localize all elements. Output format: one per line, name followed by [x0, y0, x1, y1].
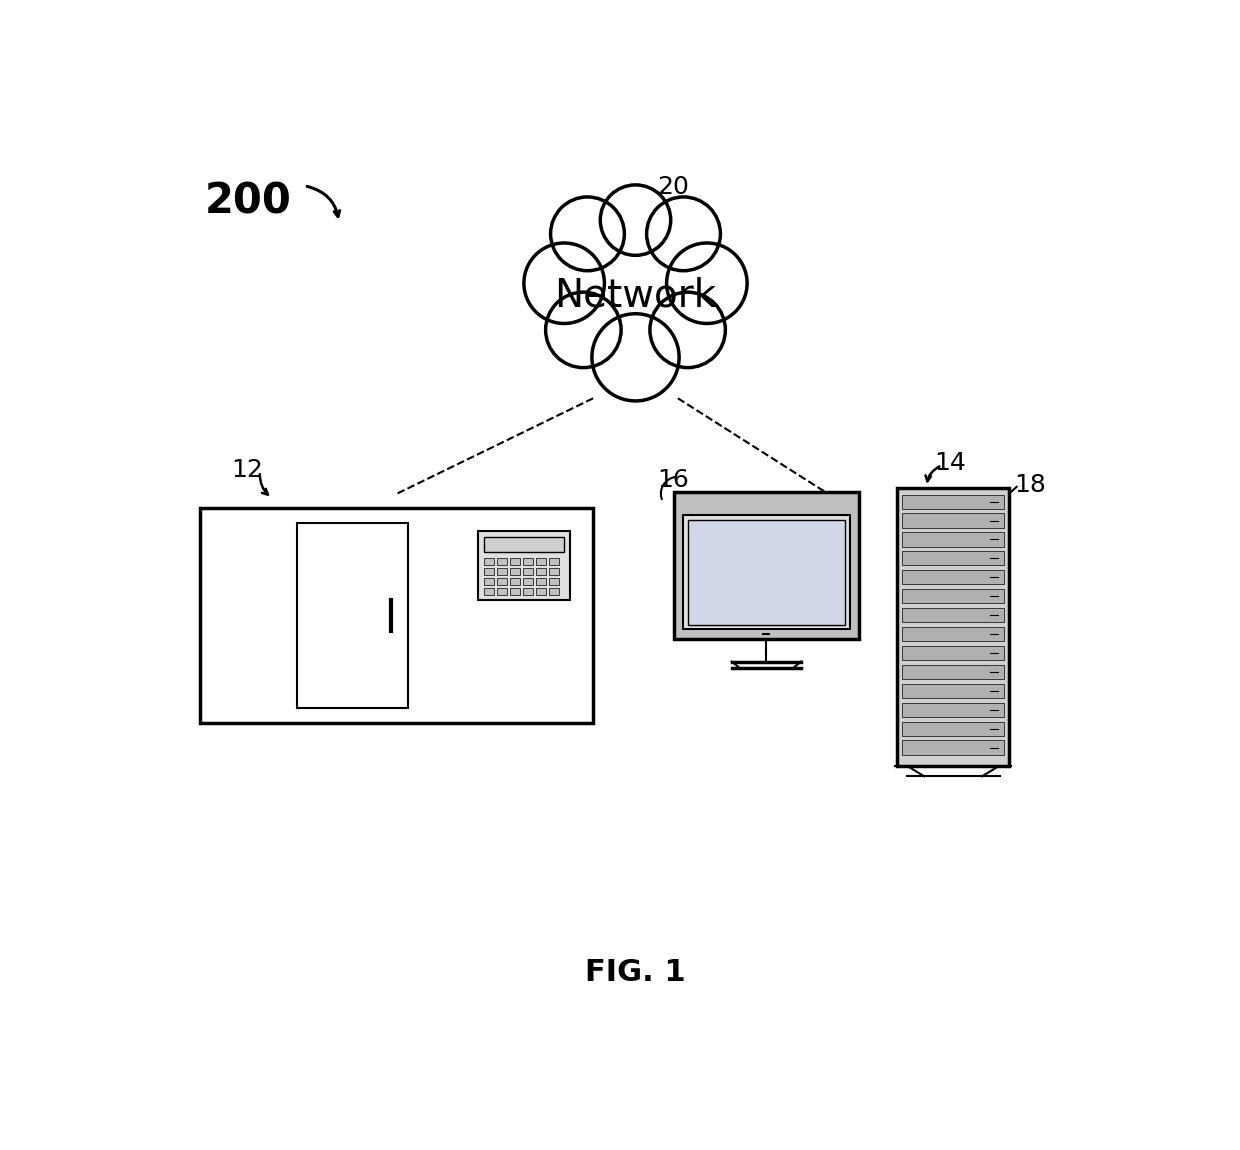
Bar [484, 568, 494, 575]
Bar [901, 513, 1004, 528]
Bar [497, 588, 507, 595]
Bar [901, 608, 1004, 622]
Bar [901, 721, 1004, 736]
Text: 200: 200 [205, 181, 291, 222]
Bar [901, 494, 1004, 508]
Bar [901, 703, 1004, 716]
Bar [523, 577, 533, 584]
Circle shape [600, 185, 671, 255]
Bar [510, 577, 520, 584]
Bar [536, 558, 546, 565]
Circle shape [650, 292, 725, 368]
Text: 12: 12 [231, 458, 263, 482]
Circle shape [591, 314, 680, 401]
Bar [901, 646, 1004, 660]
Text: 20: 20 [657, 175, 689, 199]
Bar [901, 570, 1004, 584]
Bar [510, 588, 520, 595]
Text: Network: Network [554, 277, 717, 315]
Bar [497, 577, 507, 584]
Bar [675, 492, 859, 638]
Bar [484, 558, 494, 565]
Bar [497, 558, 507, 565]
Bar [683, 515, 849, 629]
Bar [484, 537, 564, 552]
Circle shape [567, 231, 704, 368]
Bar [510, 568, 520, 575]
Bar [901, 684, 1004, 698]
Circle shape [551, 197, 625, 270]
Bar [688, 520, 844, 624]
Bar [549, 568, 559, 575]
Circle shape [646, 197, 720, 270]
Text: 16: 16 [657, 468, 689, 491]
Bar [523, 558, 533, 565]
Bar [901, 665, 1004, 678]
Bar [201, 507, 593, 723]
Circle shape [667, 243, 748, 323]
Bar [901, 532, 1004, 546]
Bar [497, 568, 507, 575]
Bar [484, 577, 494, 584]
Bar [536, 568, 546, 575]
Text: 18: 18 [1014, 473, 1047, 497]
Text: FIG. 1: FIG. 1 [585, 958, 686, 987]
Bar [901, 551, 1004, 566]
Bar [484, 588, 494, 595]
Circle shape [546, 292, 621, 368]
Bar [901, 589, 1004, 604]
Bar [510, 558, 520, 565]
Bar [296, 523, 408, 707]
Bar [536, 588, 546, 595]
Bar [523, 568, 533, 575]
Bar [549, 588, 559, 595]
Bar [901, 741, 1004, 754]
Bar [549, 558, 559, 565]
Bar [523, 588, 533, 595]
Text: 14: 14 [934, 451, 966, 475]
Bar [549, 577, 559, 584]
Circle shape [523, 243, 604, 323]
Bar [536, 577, 546, 584]
Bar [901, 627, 1004, 642]
Bar [477, 530, 570, 600]
Bar [898, 489, 1009, 766]
